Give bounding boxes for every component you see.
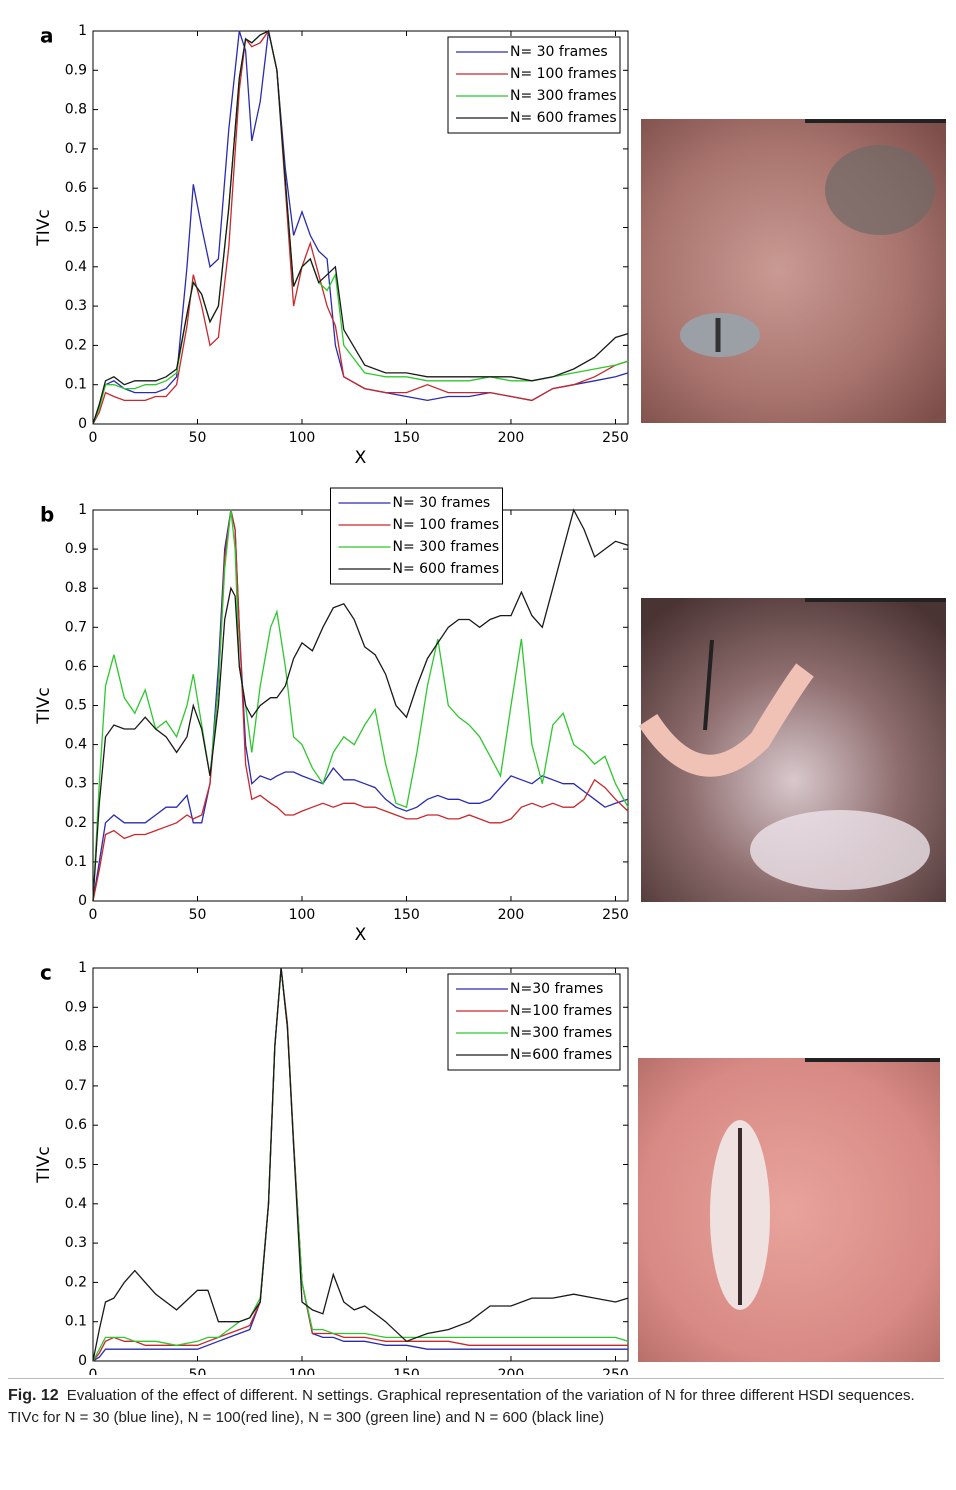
y-tick-label: 0.5 bbox=[65, 1157, 87, 1173]
x-tick-label: 0 bbox=[89, 907, 98, 923]
x-tick-label: 100 bbox=[289, 907, 316, 923]
y-tick-label: 0.7 bbox=[65, 141, 87, 157]
x-tick-label: 150 bbox=[393, 907, 420, 923]
y-axis-label: TIVc bbox=[34, 209, 54, 246]
x-tick-label: 250 bbox=[602, 1367, 629, 1375]
caption-label: Fig. 12 bbox=[8, 1387, 59, 1404]
y-tick-label: 0.1 bbox=[65, 854, 87, 870]
y-tick-label: 0.2 bbox=[65, 337, 87, 353]
legend-label: N= 100 frames bbox=[393, 517, 500, 533]
y-tick-label: 0.9 bbox=[65, 541, 87, 557]
y-tick-label: 0.2 bbox=[65, 1274, 87, 1290]
series-line bbox=[92, 967, 629, 1362]
figure-caption: Fig. 12 Evaluation of the effect of diffe… bbox=[8, 1378, 944, 1429]
x-tick-label: 0 bbox=[89, 1367, 98, 1375]
y-tick-label: 1 bbox=[78, 502, 87, 518]
legend-label: N= 300 frames bbox=[510, 88, 617, 104]
x-tick-label: 100 bbox=[289, 430, 316, 446]
x-axis-label: X bbox=[355, 925, 367, 945]
y-tick-label: 0.4 bbox=[65, 737, 87, 753]
x-axis-label: X bbox=[355, 448, 367, 468]
legend-label: N= 300 frames bbox=[393, 539, 500, 555]
endoscopy-image bbox=[638, 598, 946, 902]
panel-label: c bbox=[40, 961, 52, 985]
y-tick-label: 0.3 bbox=[65, 776, 87, 792]
panel-label: b bbox=[40, 503, 54, 527]
x-tick-label: 50 bbox=[189, 430, 207, 446]
series-line bbox=[92, 509, 629, 902]
y-tick-label: 0.5 bbox=[65, 220, 87, 236]
y-tick-label: 1 bbox=[78, 23, 87, 39]
y-tick-label: 0.7 bbox=[65, 619, 87, 635]
caption-text: Evaluation of the effect of different. N… bbox=[8, 1387, 915, 1426]
y-tick-label: 0.4 bbox=[65, 259, 87, 275]
legend-label: N= 30 frames bbox=[510, 44, 608, 60]
y-tick-label: 0.8 bbox=[65, 1039, 87, 1055]
y-tick-label: 1 bbox=[78, 960, 87, 976]
series-line bbox=[92, 508, 629, 902]
legend-box bbox=[447, 36, 621, 134]
x-tick-label: 150 bbox=[393, 1367, 420, 1375]
y-tick-label: 0.6 bbox=[65, 1117, 87, 1133]
y-tick-label: 0.3 bbox=[65, 1235, 87, 1251]
y-tick-label: 0 bbox=[78, 893, 87, 909]
series-line bbox=[92, 509, 629, 902]
figure: 00.10.20.30.40.50.60.70.80.910 50 100 150 20… bbox=[34, 23, 946, 1405]
panel-label: a bbox=[40, 24, 54, 48]
series-line bbox=[92, 509, 629, 902]
y-tick-label: 0.1 bbox=[65, 1314, 87, 1330]
x-tick-label: 250 bbox=[602, 430, 629, 446]
y-tick-label: 0.6 bbox=[65, 180, 87, 196]
y-axis-label: TIVc bbox=[34, 687, 54, 724]
legend-box bbox=[447, 973, 621, 1071]
x-tick-label: 150 bbox=[393, 430, 420, 446]
legend-label: N=300 frames bbox=[510, 1025, 612, 1041]
y-tick-label: 0.4 bbox=[65, 1196, 87, 1212]
x-tick-label: 50 bbox=[189, 907, 207, 923]
legend-label: N= 100 frames bbox=[510, 66, 617, 82]
series-line bbox=[92, 30, 629, 425]
y-tick-label: 0.5 bbox=[65, 698, 87, 714]
endoscopy-image bbox=[638, 1058, 940, 1362]
legend-box bbox=[330, 487, 503, 585]
x-tick-label: 200 bbox=[498, 1367, 525, 1375]
legend-label: N=600 frames bbox=[510, 1047, 612, 1063]
y-tick-label: 0 bbox=[78, 1353, 87, 1369]
x-tick-label: 50 bbox=[189, 1367, 207, 1375]
x-tick-label: 200 bbox=[498, 430, 525, 446]
y-tick-label: 0.9 bbox=[65, 62, 87, 78]
y-tick-label: 0.8 bbox=[65, 580, 87, 596]
y-tick-label: 0.8 bbox=[65, 102, 87, 118]
y-tick-label: 0.9 bbox=[65, 999, 87, 1015]
legend-label: N= 600 frames bbox=[510, 110, 617, 126]
x-tick-label: 100 bbox=[289, 1367, 316, 1375]
x-tick-label: 200 bbox=[498, 907, 525, 923]
x-tick-label: 0 bbox=[89, 430, 98, 446]
y-axis-label: TIVc bbox=[34, 1146, 54, 1183]
y-tick-label: 0.6 bbox=[65, 658, 87, 674]
y-tick-label: 0.2 bbox=[65, 815, 87, 831]
endoscopy-image bbox=[641, 119, 946, 423]
legend-label: N= 30 frames bbox=[393, 495, 491, 511]
legend-label: N=30 frames bbox=[510, 981, 603, 997]
legend-label: N=100 frames bbox=[510, 1003, 612, 1019]
y-tick-label: 0.7 bbox=[65, 1078, 87, 1094]
x-tick-label: 250 bbox=[602, 907, 629, 923]
y-tick-label: 0.1 bbox=[65, 377, 87, 393]
y-tick-label: 0.3 bbox=[65, 298, 87, 314]
legend-label: N= 600 frames bbox=[393, 561, 500, 577]
y-tick-label: 0 bbox=[78, 416, 87, 432]
